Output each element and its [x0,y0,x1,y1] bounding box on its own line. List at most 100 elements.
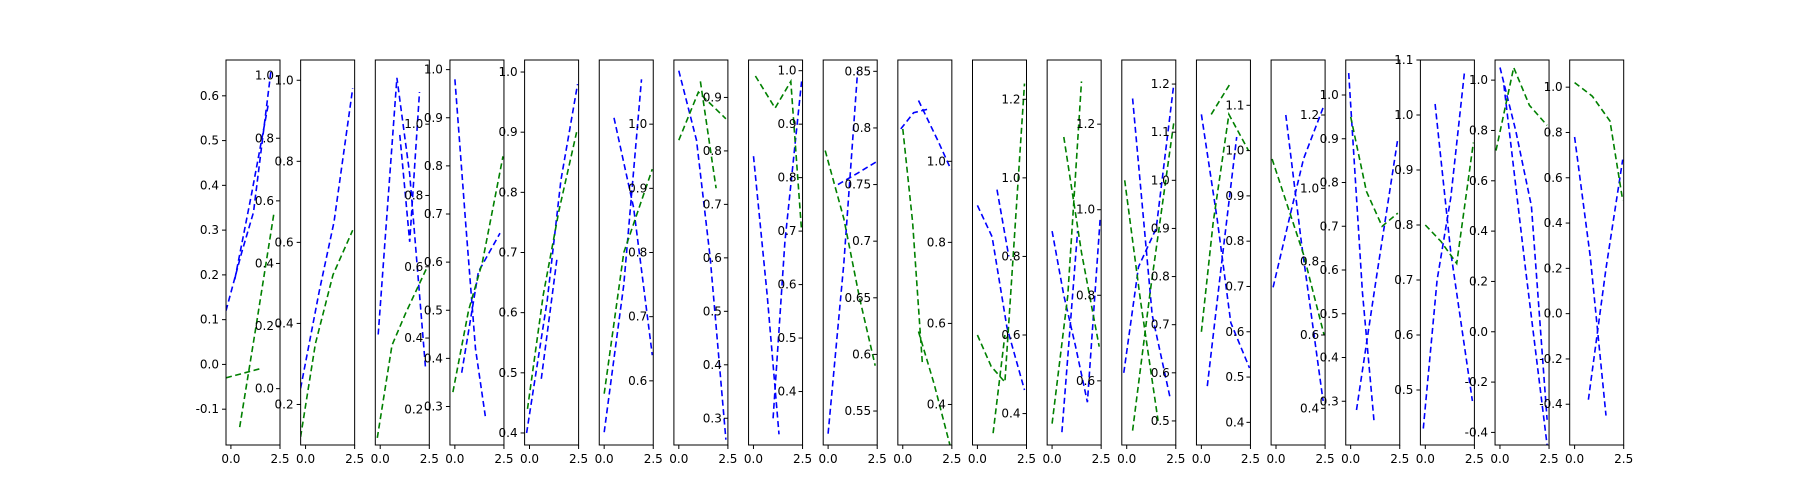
y-tick-label: 0.4 [777,385,796,399]
series-line-blue [234,104,269,280]
series-group [1271,107,1325,402]
y-tick-label: 0.7 [1320,219,1339,233]
y-tick-label: 0.4 [703,358,722,372]
y-tick-label: 0.9 [499,125,518,139]
series-line-blue [1200,114,1251,369]
y-tick-label: 0.4 [200,178,219,192]
y-tick-label: 1.0 [1001,171,1020,185]
y-tick-label: -0.2 [1539,352,1562,366]
y-tick-label: 1.2 [1151,77,1170,91]
y-tick-label: 1.0 [1320,88,1339,102]
y-tick-label: 0.6 [1076,374,1095,388]
y-tick-label: 0.9 [628,181,647,195]
series-line-green [699,81,717,189]
series-line-green [1424,142,1475,266]
series-line-green [526,132,578,410]
y-tick-label: 0.8 [1394,218,1413,232]
series-group [226,68,275,428]
y-tick-label: 0.6 [1469,174,1488,188]
y-tick-label: -0.4 [1465,425,1488,439]
series-line-blue [525,83,579,434]
y-tick-label: 0.8 [1225,234,1244,248]
series-group [678,70,727,440]
y-tick-label: 0.8 [852,121,871,135]
y2-tick-label: 0.0 [255,382,274,396]
series-line-blue [827,71,859,434]
subplot-17: 0.0 2.5 0.5 0.6 0.7 0.8 0.9 1.0 1.1 [1394,53,1484,466]
subplot-6: 0.0 2.5 0.6 0.7 0.8 0.9 1.0 [595,59,663,466]
series-group [1123,84,1175,431]
y-tick-label: 0.9 [424,111,443,125]
y2-tick-label: 0.8 [255,131,274,145]
y-tick-label: 1.1 [1225,98,1244,112]
series-line-blue [1503,85,1548,445]
y-tick-label: 1.0 [1469,73,1488,87]
subplot-1: 0.0 2.5 -0.1 0.0 0.1 0.2 0.3 0.4 0.5 0.6 0.0 0.2 0.4… [196,59,290,466]
y-tick-label: 0.6 [404,260,423,274]
series-line-blue [300,88,354,389]
series-line-green [226,368,260,379]
y-tick-label: 0.6 [628,374,647,388]
series-line-blue [1285,114,1324,402]
series-line-blue [1061,231,1079,433]
axes-frame [1419,59,1475,446]
x-tick-label: 2.5 [569,452,588,466]
y-tick-label: 0.7 [424,207,443,221]
series-line-blue [399,92,421,242]
y-tick-label: 0.4 [1320,351,1339,365]
y-tick-label: 0.8 [404,188,423,202]
x-tick-label: 0.0 [1266,452,1285,466]
x-tick-label: 2.5 [868,452,887,466]
y-tick-label: 0.7 [499,246,518,260]
series-line-green [376,266,429,439]
x-tick-label: 0.0 [669,452,688,466]
y-tick-label: 0.75 [844,178,871,192]
y-tick-label: 0.8 [1300,255,1319,269]
y-tick-label: 0.9 [777,117,796,131]
series-line-green [824,150,876,366]
subplot-12: 0.0 2.5 0.6 0.8 1.0 1.2 [1043,59,1111,466]
x-tick-label: 0.0 [1341,452,1360,466]
y-tick-label: 0.6 [777,278,796,292]
y-tick-label: 0.55 [844,404,871,418]
y-tick-label: 0.85 [844,64,871,78]
series-line-green [603,168,654,394]
axes-frame [1046,59,1102,446]
series-line-green [1200,111,1250,332]
y-tick-label: 0.7 [1394,273,1413,287]
y-tick-label: 1.2 [1001,92,1020,106]
subplot-9: 0.0 2.5 0.55 0.6 0.65 0.7 0.75 0.8 0.85 [819,59,887,466]
x-tick-label: 2.5 [270,452,289,466]
y-tick-label: 0.7 [703,197,722,211]
y-tick-label: 0.0 [1469,325,1488,339]
y-tick-label: 0.6 [1001,328,1020,342]
x-tick-label: 0.0 [1117,452,1136,466]
subplot-10: 0.0 2.5 0.4 0.6 0.8 1.0 [893,59,961,466]
subplot-15: 0.0 2.5 0.4 0.6 0.8 1.0 1.2 [1266,59,1335,466]
y-tick-label: 0.4 [424,351,443,365]
x-tick-label: 2.5 [1390,452,1409,466]
y-tick-label: 0.8 [499,185,518,199]
y-tick-label: 1.2 [1076,117,1095,131]
y-tick-label: 0.4 [275,316,294,330]
series-line-blue [1499,67,1548,420]
series-line-blue [772,81,803,419]
x-tick-label: 2.5 [420,452,439,466]
y-tick-label: 0.2 [1469,274,1488,288]
series-line-blue [1573,136,1607,416]
y-tick-label: 0.3 [200,223,219,237]
y-tick-label: 1.0 [499,65,518,79]
y-tick-label: 0.3 [703,411,722,425]
x-tick-label: 2.5 [1241,452,1260,466]
series-group [1495,64,1548,445]
series-line-blue [1422,70,1466,429]
y-tick-label: 0.9 [1151,221,1170,235]
y-tick-label: 0.5 [424,303,443,317]
y-tick-label: 0.6 [927,316,946,330]
y-tick-label: 1.0 [1225,144,1244,158]
x-tick-label: 0.0 [221,452,240,466]
subplot-13: 0.0 2.5 0.5 0.6 0.7 0.8 0.9 1.0 1.1 1.2 [1117,59,1185,466]
x-tick-label: 0.0 [1565,452,1584,466]
x-tick-label: 0.0 [819,452,838,466]
